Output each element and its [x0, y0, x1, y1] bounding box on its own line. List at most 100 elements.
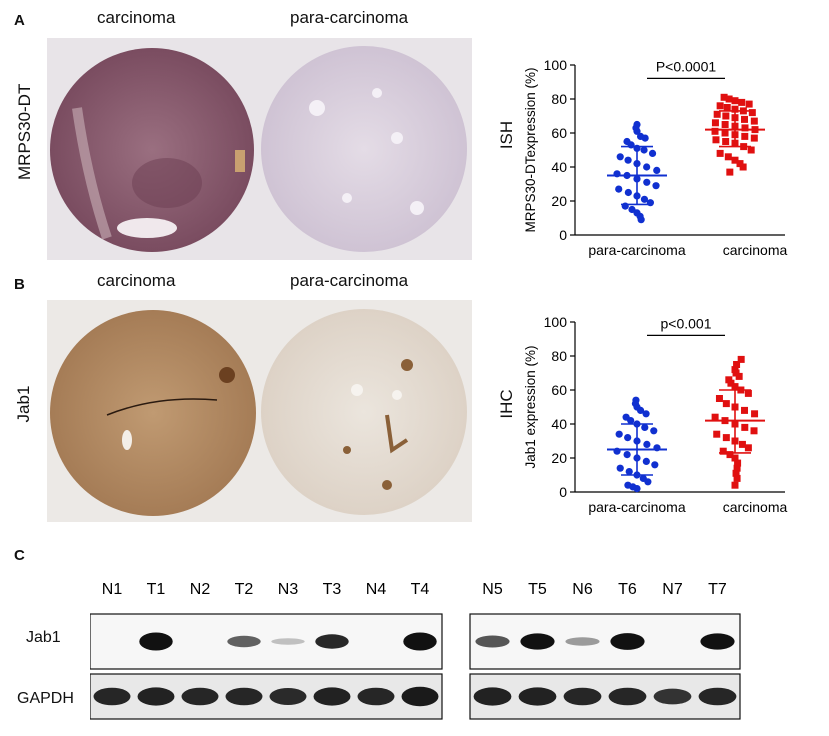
data-point [641, 134, 649, 142]
panel-b-method-label: IHC [497, 389, 516, 419]
data-point [725, 95, 733, 103]
y-tick-label: 80 [551, 348, 567, 364]
jab1-band [271, 638, 305, 645]
lane-label-N6: N6 [572, 581, 593, 598]
data-point [750, 134, 758, 142]
data-point [738, 98, 746, 106]
y-tick-label: 0 [559, 484, 567, 500]
jab1-band [139, 632, 173, 651]
data-point [624, 188, 632, 197]
lane-label-T2: T2 [235, 581, 254, 598]
data-point [724, 153, 732, 161]
jab1-band [315, 634, 349, 649]
panel-a-method-label: ISH [497, 120, 516, 150]
data-point [624, 434, 632, 442]
jab1-band [475, 635, 510, 648]
data-point [739, 163, 747, 171]
x-category-label: carcinoma [723, 242, 788, 258]
p-value-annotation: P<0.0001 [656, 58, 717, 74]
data-point [716, 102, 724, 110]
lane-label-N1: N1 [102, 581, 123, 598]
jab1-band [227, 635, 261, 648]
ihc-para-carcinoma-core [261, 309, 467, 515]
data-point [711, 127, 719, 135]
data-point [653, 166, 661, 174]
panel-a-col-carcinoma: carcinoma [97, 8, 176, 27]
chart-a-y-label: MRPS30-DTexpression (%) [523, 67, 538, 232]
data-point [741, 423, 749, 431]
data-point [642, 457, 650, 465]
p-value-annotation: p<0.001 [661, 315, 712, 331]
data-point [723, 104, 731, 111]
data-point [733, 474, 741, 482]
data-point [624, 156, 632, 164]
data-point [741, 132, 749, 140]
data-point [726, 451, 734, 459]
data-point [637, 216, 645, 224]
gapdh-band [608, 687, 647, 706]
jab1-band [610, 633, 645, 650]
chart-a: 0 20 40 60 80 100 MRPS30-DTexpression (%) para-… [523, 57, 788, 258]
gapdh-band [93, 687, 131, 706]
data-point [727, 379, 735, 387]
gapdh-band [698, 687, 737, 706]
data-point [711, 413, 719, 421]
lane-label-T6: T6 [618, 581, 637, 598]
panel-b-row-label: Jab1 [14, 385, 33, 423]
data-point [741, 406, 749, 414]
data-point [641, 423, 649, 431]
data-point [732, 469, 740, 477]
data-point [642, 410, 650, 418]
lane-label-T4: T4 [411, 581, 430, 598]
data-point [722, 400, 730, 408]
data-point [712, 136, 720, 144]
data-point [721, 129, 729, 137]
lane-label-N7: N7 [662, 581, 683, 598]
panel-b-col-carcinoma: carcinoma [97, 271, 176, 290]
data-point [640, 195, 649, 203]
data-point [616, 153, 624, 161]
gapdh-band [225, 687, 263, 706]
data-point [731, 481, 739, 489]
gapdh-row-label: GAPDH [17, 690, 74, 707]
lane-label-N4: N4 [366, 581, 387, 598]
gapdh-band [518, 687, 557, 706]
data-point [715, 395, 723, 402]
gapdh-membrane-right [469, 673, 741, 720]
data-point [750, 117, 758, 125]
data-point [733, 464, 741, 472]
data-point [646, 199, 654, 207]
data-point [651, 461, 659, 469]
data-point [722, 434, 730, 442]
gapdh-band [357, 687, 395, 706]
jab1-membrane-right [469, 613, 741, 670]
data-point [625, 468, 633, 476]
chart-b-y-label: Jab1 expression (%) [523, 345, 538, 468]
gapdh-band [181, 687, 219, 706]
data-point [741, 124, 749, 132]
data-point [615, 185, 623, 193]
data-point [735, 372, 743, 380]
jab1-row-label: Jab1 [26, 629, 61, 646]
panel-b-micrographs [47, 300, 472, 522]
western-blot: N1 T1 N2 T2 N3 T3 N4 T4 N5 T5 N6 T6 N7 T7 [90, 581, 741, 720]
data-point [737, 355, 745, 363]
data-point [636, 406, 645, 414]
ihc-carcinoma-core [50, 310, 256, 516]
panel-a-col-para-carcinoma: para-carcinoma [290, 8, 409, 27]
data-point [733, 361, 741, 368]
jab1-band [403, 632, 437, 651]
panel-a-micrographs [47, 38, 472, 260]
data-point [648, 149, 657, 157]
data-point [731, 105, 739, 113]
data-point [744, 444, 752, 452]
gapdh-band [473, 687, 512, 706]
data-point [643, 178, 651, 186]
data-point [713, 430, 721, 438]
data-point [643, 440, 651, 448]
data-point [652, 182, 660, 190]
y-tick-label: 60 [551, 382, 567, 398]
y-tick-label: 80 [551, 91, 567, 107]
lane-label-N5: N5 [482, 581, 503, 598]
data-point [721, 121, 729, 128]
